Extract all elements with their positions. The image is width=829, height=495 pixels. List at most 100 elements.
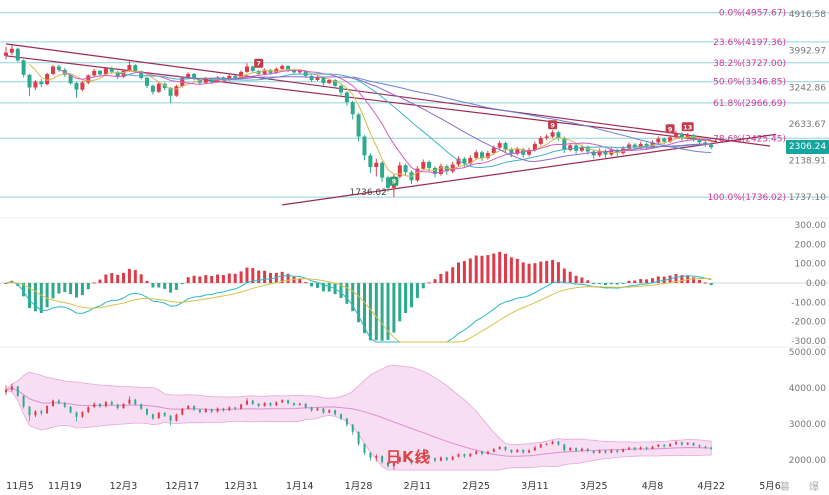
x-axis-label[interactable]: 1月14: [286, 481, 314, 492]
macd-histogram-bar: [492, 253, 496, 283]
x-axis-label[interactable]: 3月11: [521, 481, 549, 492]
candle-body: [550, 132, 555, 137]
daily-candle-body: [257, 403, 260, 406]
daily-candle-body: [698, 445, 701, 447]
macd-histogram-bar: [680, 275, 684, 283]
macd-histogram-bar: [556, 262, 560, 283]
daily-candle-body: [116, 404, 119, 409]
daily-candle-body: [663, 444, 666, 447]
candle-body: [503, 143, 508, 150]
daily-candle-body: [5, 389, 7, 393]
x-axis-label[interactable]: 11月19: [48, 481, 82, 492]
candle-body: [480, 152, 484, 158]
macd-histogram-bar: [57, 283, 61, 294]
macd-histogram-bar: [380, 283, 384, 341]
macd-histogram-bar: [22, 283, 26, 297]
macd-histogram-bar: [351, 283, 355, 312]
ma-line-20: [117, 72, 712, 169]
macd-histogram-bar: [92, 282, 96, 284]
daily-candle-body: [198, 409, 201, 413]
macd-histogram-bar: [656, 276, 660, 283]
candle-body: [4, 52, 8, 56]
macd-histogram-bar: [645, 279, 649, 283]
macd-histogram-bar: [439, 273, 443, 283]
macd-histogram-bar: [151, 283, 155, 288]
candle-body: [197, 79, 202, 83]
candle-body: [632, 144, 637, 148]
macd-histogram-bar: [245, 267, 249, 283]
main-y-axis-tick: 3242.86: [789, 83, 826, 93]
daily-candle-body: [345, 418, 348, 425]
daily-candle-body: [187, 406, 190, 409]
x-axis-label[interactable]: 11月5: [6, 481, 34, 492]
candle-body: [168, 88, 173, 96]
candle-body: [638, 143, 643, 148]
daily-candle-body: [451, 456, 454, 460]
daily-candle-body: [204, 409, 207, 413]
daily-candle-body: [16, 386, 19, 396]
daily-candle-body: [492, 449, 495, 452]
daily-candle-body: [434, 458, 436, 461]
daily-candle-body: [563, 444, 566, 451]
daily-candle-body: [469, 453, 472, 457]
candle-body: [56, 66, 61, 70]
candle-body: [209, 78, 214, 82]
candle-body: [433, 167, 437, 174]
x-axis-label[interactable]: 12月31: [224, 481, 258, 492]
daily-candle-body: [516, 449, 519, 453]
daily-candle-body: [404, 457, 407, 460]
daily-candle-body: [240, 404, 243, 409]
daily-candle-body: [604, 450, 607, 453]
macd-histogram-bar: [233, 273, 237, 283]
candle-body: [515, 149, 520, 154]
x-axis-label[interactable]: 2月25: [462, 481, 490, 492]
macd-histogram-bar: [580, 277, 584, 283]
macd-histogram-bar: [86, 283, 90, 290]
macd-histogram-bar: [445, 271, 449, 283]
trend-line: [282, 133, 776, 206]
macd-histogram-bar: [468, 258, 472, 283]
candle-body: [668, 137, 673, 142]
macd-histogram-bar: [598, 283, 602, 284]
candle-body: [303, 70, 308, 76]
candle-body: [103, 68, 108, 75]
x-axis-label[interactable]: 12月3: [110, 481, 138, 492]
macd-histogram-bar: [298, 278, 302, 283]
daily-candle-body: [316, 408, 319, 411]
macd-histogram-bar: [433, 279, 437, 283]
x-axis-label[interactable]: 1月28: [345, 481, 373, 492]
macd-histogram-bar: [216, 274, 220, 283]
macd-histogram-bar: [345, 283, 349, 304]
x-axis-label[interactable]: 2月11: [404, 481, 432, 492]
x-axis-label[interactable]: 4月22: [697, 481, 725, 492]
daily-candle-body: [328, 410, 331, 413]
x-axis-label[interactable]: 5月6: [759, 481, 781, 492]
daily-candle-body: [75, 412, 78, 417]
daily-candle-body: [234, 407, 237, 409]
daily-candle-body: [281, 400, 284, 403]
candle-body: [86, 75, 91, 83]
candle-body: [709, 144, 714, 148]
candle-body: [127, 65, 132, 71]
candle-body: [538, 138, 543, 144]
daily-candle-body: [10, 386, 13, 390]
candle-body: [233, 75, 238, 78]
daily-candle-body: [539, 444, 542, 448]
x-axis-label[interactable]: 4月8: [642, 481, 664, 492]
candle-body: [532, 143, 537, 150]
candle-body: [644, 143, 649, 147]
x-axis-label[interactable]: 12月17: [165, 481, 199, 492]
candle-body: [262, 69, 267, 74]
candle-body: [250, 66, 255, 71]
candle-body: [456, 158, 461, 165]
daily-candle-body: [510, 449, 513, 453]
daily-candle-body: [592, 451, 595, 453]
daily-candle-body: [298, 403, 301, 405]
daily-candle-body: [569, 448, 572, 451]
sequence-marker-number: 9: [392, 178, 397, 186]
daily-candle-body: [363, 443, 366, 453]
macd-histogram-bar: [615, 283, 619, 285]
macd-histogram-bar: [404, 283, 408, 313]
candle-body: [15, 48, 20, 61]
x-axis-label[interactable]: 3月25: [580, 481, 608, 492]
